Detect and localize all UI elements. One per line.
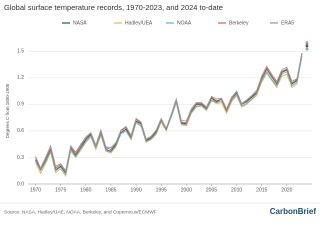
y-tick-label: 0.6 — [17, 128, 24, 134]
x-tick-label: 1970 — [30, 187, 41, 193]
x-tick-label: 1995 — [156, 187, 167, 193]
x-tick-label: 2010 — [231, 187, 242, 193]
y-tick-label: 1.5 — [17, 49, 24, 55]
legend-label: Hadley/UEA — [125, 20, 153, 26]
to-date-point — [305, 41, 309, 44]
logo: CarbonBrief — [270, 207, 317, 216]
x-tick-label: 2005 — [206, 187, 217, 193]
source-note: Source: NASA, Hadley/UAE, NOAA, Berkeley… — [4, 209, 157, 215]
x-tick-label: 1980 — [80, 187, 91, 193]
y-tick-label: 0.0 — [17, 181, 24, 187]
to-date-point — [305, 47, 309, 50]
x-tick-label: 2020 — [281, 187, 292, 193]
chart: Global surface temperature records, 1970… — [0, 3, 320, 216]
page: Global surface temperature records, 1970… — [0, 2, 320, 217]
legend-label: NOAA — [177, 20, 192, 26]
legend-label: NASA — [73, 20, 87, 26]
y-axis-label: Degrees C from 1850-1900 — [5, 83, 10, 138]
series-line — [35, 56, 303, 176]
y-tick-label: 0.3 — [17, 155, 24, 161]
series-line — [35, 52, 303, 172]
x-tick-label: 2015 — [256, 187, 267, 193]
y-tick-label: 1.2 — [17, 75, 24, 81]
legend-label: ERA5 — [281, 20, 294, 26]
y-tick-label: 0.9 — [17, 102, 24, 108]
series-line — [35, 55, 303, 178]
series-line — [35, 52, 303, 173]
chart-title: Global surface temperature records, 1970… — [4, 3, 223, 12]
x-tick-label: 1985 — [105, 187, 116, 193]
legend-label: Berkeley — [229, 20, 249, 26]
x-tick-label: 1975 — [55, 187, 66, 193]
x-tick-label: 1990 — [131, 187, 142, 193]
x-tick-label: 2000 — [181, 187, 192, 193]
